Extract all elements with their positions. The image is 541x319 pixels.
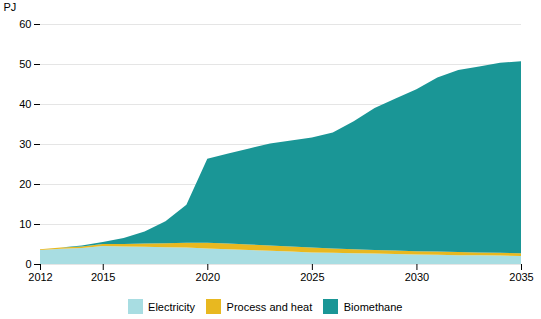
svg-text:50: 50 [19,58,31,70]
html-text:Electricity: Electricity [148,300,196,313]
svg-text:2025: 2025 [300,271,324,283]
svg-text:2020: 2020 [196,271,220,283]
html-text:Biomethane: Biomethane [343,300,403,313]
svg-text:10: 10 [19,218,31,230]
html-text:Process and heat: Process and heat [226,300,313,313]
svg-text:40: 40 [19,98,31,110]
svg-text:2035: 2035 [509,271,533,283]
svg-text:2012: 2012 [28,271,52,283]
svg-text:2015: 2015 [91,271,115,283]
svg-text:PJ: PJ [4,1,17,13]
svg-text:30: 30 [19,138,31,150]
svg-text:0: 0 [25,258,31,270]
svg-text:2030: 2030 [405,271,429,283]
svg-text:60: 60 [19,18,31,30]
svg-text:20: 20 [19,178,31,190]
